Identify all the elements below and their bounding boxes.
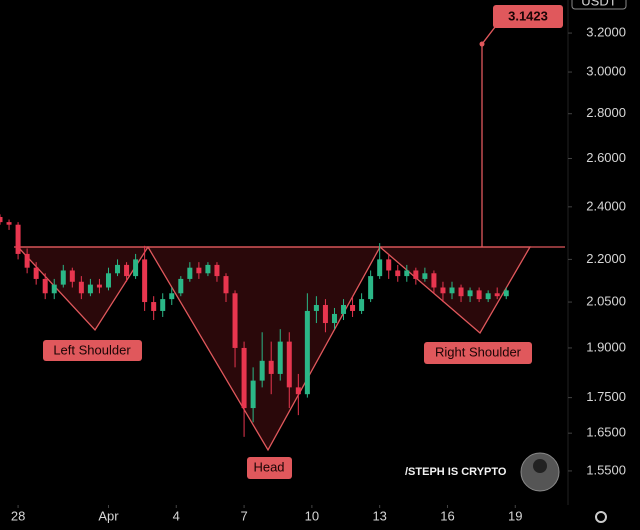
pattern-labels: Left Shoulder Head Right Shoulder — [43, 340, 532, 479]
candle-body — [386, 259, 392, 271]
candle-body — [87, 284, 93, 294]
currency: USDT — [581, 0, 616, 8]
candle-body — [304, 310, 310, 395]
candle-body — [295, 387, 301, 395]
candle-body — [187, 267, 193, 279]
target-connector — [481, 26, 496, 45]
y-tick-label: 3.0000 — [586, 63, 626, 78]
candle-body — [60, 270, 66, 285]
x-tick-label: Apr — [98, 508, 119, 523]
x-tick-label: 10 — [305, 508, 319, 523]
candle-body — [313, 305, 319, 311]
candle-body — [178, 278, 184, 294]
currency-box — [571, 0, 627, 10]
candle-body — [286, 341, 292, 388]
candle-body — [449, 287, 455, 294]
candle-body — [24, 253, 30, 268]
x-tick-label: 16 — [440, 508, 454, 523]
label-box — [424, 342, 532, 364]
x-tick-label: 19 — [508, 508, 522, 523]
candle-body — [277, 341, 283, 374]
target-label: 3.1423 — [508, 8, 548, 23]
candle-body — [133, 259, 139, 277]
y-tick-label: 2.0500 — [586, 293, 626, 308]
x-tick-label: 7 — [240, 508, 247, 523]
candle-body — [350, 305, 356, 311]
candles — [0, 214, 509, 437]
candle-body — [467, 290, 473, 297]
candle-body — [96, 284, 102, 288]
y-tick-label: 1.9000 — [586, 339, 626, 354]
y-tick-label: 2.2000 — [586, 251, 626, 266]
candle-body — [78, 281, 84, 294]
candle-body — [214, 264, 220, 277]
y-tick-label: 2.4000 — [586, 198, 626, 213]
candle-body — [0, 216, 3, 223]
candle-body — [331, 313, 337, 324]
candle-body — [15, 224, 21, 254]
candle-body — [341, 305, 347, 314]
candle-body — [241, 347, 247, 409]
candle-body — [368, 276, 374, 300]
candle-body — [322, 305, 328, 324]
candle-body — [395, 270, 401, 277]
candle-body — [232, 293, 238, 348]
candle-body — [151, 302, 157, 311]
y-tick-label: 1.5500 — [586, 462, 626, 477]
candle-body — [42, 278, 48, 294]
candle-body — [431, 273, 437, 288]
candle-body — [142, 259, 148, 303]
avatar-head — [533, 459, 547, 473]
candle-body — [115, 264, 121, 274]
candle-body — [458, 287, 464, 297]
candle-body — [6, 222, 12, 225]
candle-body — [250, 380, 256, 409]
candle-body — [259, 360, 265, 381]
y-tick-label: 2.6000 — [586, 150, 626, 165]
y-tick-label: 1.6500 — [586, 425, 626, 440]
x-tick-label: 13 — [372, 508, 386, 523]
candle-body — [404, 270, 410, 277]
watermark: /STEPH IS CRYPTO — [405, 466, 507, 478]
label-box — [43, 340, 142, 361]
candle-body — [485, 293, 491, 300]
candle-body — [205, 264, 211, 274]
head-label: Head — [253, 459, 284, 474]
candle-body — [105, 273, 111, 288]
candle-body — [169, 293, 175, 300]
candle-body — [160, 299, 166, 311]
left-shoulder-label: Left Shoulder — [53, 342, 131, 357]
candle-body — [494, 293, 500, 297]
y-tick-label: 1.7500 — [586, 389, 626, 404]
y-tick-label: 3.2000 — [586, 24, 626, 39]
candle-body — [476, 290, 482, 300]
candle-body — [503, 290, 509, 297]
settings-icon[interactable] — [595, 511, 607, 523]
right-shoulder-label: Right Shoulder — [435, 344, 522, 359]
candle-body — [223, 276, 229, 294]
target-box — [493, 5, 563, 29]
candle-body — [377, 259, 383, 277]
candle-body — [359, 299, 365, 311]
candle-body — [69, 270, 75, 282]
candle-body — [33, 267, 39, 279]
x-tick-label: 4 — [173, 508, 180, 523]
candle-body — [51, 284, 57, 294]
candle-body — [124, 264, 130, 277]
candle-body — [413, 270, 419, 279]
candle-body — [422, 273, 428, 279]
label-box — [247, 457, 292, 479]
candle-body — [196, 267, 202, 274]
candle-body — [440, 287, 446, 294]
x-tick-label: 28 — [11, 508, 25, 523]
y-tick-label: 2.8000 — [586, 105, 626, 120]
candle-body — [268, 360, 274, 374]
